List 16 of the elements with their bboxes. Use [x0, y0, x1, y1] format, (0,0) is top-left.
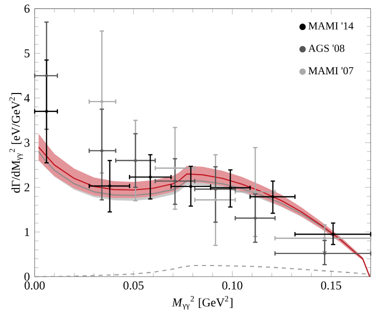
y-tick-label: 4 [24, 94, 30, 102]
legend-label: MAMI '07 [308, 67, 354, 74]
y-tick-label: 5 [24, 49, 30, 58]
x-tick-label: 0.05 [123, 281, 144, 290]
y-tick-label: 2 [24, 183, 30, 192]
x-axis-title: M$_{γγ}$$^{2}$ [GeV$^{2}$] [172, 296, 232, 310]
y-axis-title: dΓ/dM$_{γγ}$$^{2}$ [eV/GeV$^{2}$] [9, 93, 23, 193]
legend-label: MAMI '14 [308, 22, 354, 30]
y-tick-label: 3 [24, 138, 30, 147]
x-tick-label: 0.00 [24, 281, 45, 290]
x-tick-label: 0.10 [222, 281, 242, 290]
y-tick-label: 1 [25, 228, 30, 236]
legend-label: AGS '08 [308, 44, 344, 52]
x-tick-label: 0.15 [321, 281, 342, 290]
y-tick-label: 0 [24, 272, 30, 281]
y-tick-label: 6 [24, 4, 30, 13]
